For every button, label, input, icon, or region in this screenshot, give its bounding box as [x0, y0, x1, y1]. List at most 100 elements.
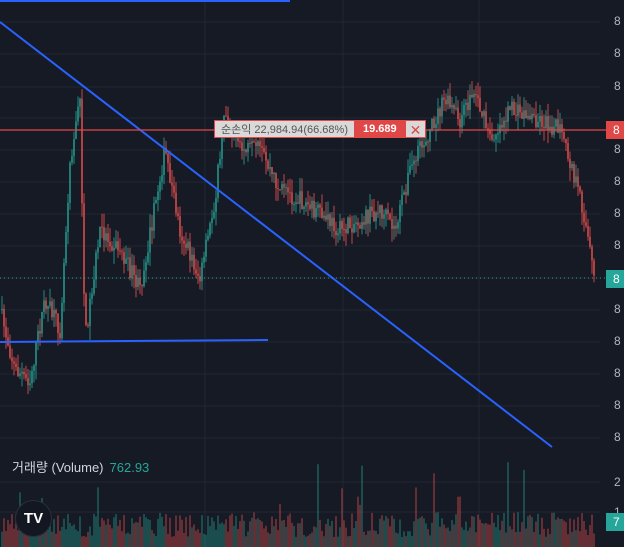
candle-body [527, 115, 529, 119]
volume-bar [585, 529, 587, 547]
volume-axis-label: 2 [614, 475, 621, 489]
candle-body [261, 146, 263, 148]
volume-bar [383, 520, 385, 547]
volume-bar [509, 526, 511, 547]
volume-bar [233, 525, 235, 547]
volume-bar [227, 531, 229, 547]
candle-body [93, 279, 95, 294]
volume-bar [401, 536, 403, 547]
volume-bar [97, 487, 99, 547]
close-position-icon[interactable]: ✕ [404, 120, 427, 138]
candle-body [355, 222, 357, 224]
candle-body [123, 252, 125, 264]
volume-bar [103, 520, 105, 547]
candle-body [365, 209, 367, 225]
candle-body [305, 202, 307, 207]
candle-body [381, 205, 383, 219]
volume-bar [305, 536, 307, 547]
candle-body [97, 247, 99, 253]
position-quantity: 19.689 [355, 120, 405, 138]
candle-body [31, 370, 33, 384]
volume-axis-label: 1 [614, 505, 621, 519]
candle-body [35, 341, 37, 366]
candle-body [155, 200, 157, 204]
candle-body [387, 209, 389, 214]
candle-body [445, 99, 447, 105]
candle-body [535, 115, 537, 128]
volume-bar [363, 531, 365, 547]
candle-body [343, 228, 345, 230]
candle-body [69, 162, 71, 203]
volume-bar [53, 519, 55, 547]
volume-bar [439, 526, 441, 547]
candle-body [199, 275, 201, 282]
volume-bar [557, 517, 559, 547]
volume-bar [379, 518, 381, 547]
candle-body [307, 202, 309, 205]
volume-bar [285, 526, 287, 547]
volume-bar [115, 514, 117, 547]
volume-bar [219, 523, 221, 547]
volume-bar [575, 530, 577, 547]
volume-bar [73, 524, 75, 547]
candle-body [345, 229, 347, 234]
volume-bar [455, 514, 457, 547]
volume-bar [485, 523, 487, 547]
candle-body [279, 189, 281, 191]
candle-body [465, 102, 467, 105]
candle-body [363, 222, 365, 225]
volume-bar [149, 519, 151, 547]
volume-bar [307, 535, 309, 547]
volume-bar [375, 530, 377, 547]
candle-body [209, 223, 211, 236]
candle-body [499, 124, 501, 134]
candle-body [481, 111, 483, 117]
volume-bar [315, 527, 317, 547]
candle-body [373, 211, 375, 222]
candle-body [525, 110, 527, 119]
candle-body [469, 94, 471, 110]
volume-bar [49, 512, 51, 547]
candle-body [507, 106, 509, 122]
candle-body [137, 277, 139, 287]
horizontal-line [0, 339, 269, 343]
volume-legend[interactable]: 거래량 (Volume) 762.93 [12, 457, 149, 476]
volume-bar [493, 522, 495, 547]
candle-body [189, 241, 191, 261]
volume-bar [519, 531, 521, 547]
volume-bar [277, 530, 279, 547]
tradingview-logo[interactable]: TV [15, 500, 52, 537]
volume-bar [399, 519, 401, 547]
volume-bar [321, 530, 323, 547]
candle-body [389, 213, 391, 220]
volume-bar [521, 522, 523, 547]
volume-bar [461, 527, 463, 547]
candle-body [257, 141, 259, 146]
candle-body [221, 131, 223, 160]
volume-bar [337, 536, 339, 547]
volume-bar [563, 520, 565, 547]
candle-body [483, 111, 485, 117]
volume-bar [331, 520, 333, 547]
volume-bar [291, 522, 293, 547]
volume-bar [473, 516, 475, 547]
volume-bar [371, 512, 373, 547]
candle-body [515, 115, 517, 117]
volume-bar [177, 530, 179, 547]
candle-body [531, 113, 533, 120]
candle-body [265, 151, 267, 161]
volume-bar [395, 532, 397, 547]
candle-body [193, 254, 195, 270]
volume-bar [223, 524, 225, 547]
candle-body [263, 147, 265, 152]
volume-bar [447, 527, 449, 547]
candle-body [379, 205, 381, 214]
volume-bar [105, 524, 107, 547]
volume-bar [269, 533, 271, 547]
position-tooltip[interactable]: 순손익 22,984.94(66.68%) 19.689 ✕ [214, 120, 427, 138]
volume-bar [503, 513, 505, 547]
candle-body [301, 191, 303, 209]
volume-bar [231, 513, 233, 547]
